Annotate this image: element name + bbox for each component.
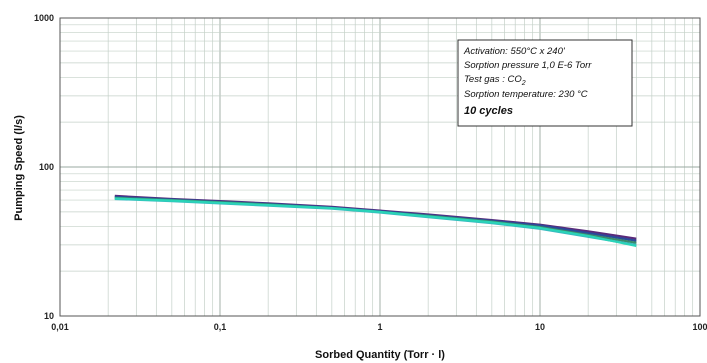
- x-tick-label: 0,1: [214, 322, 227, 332]
- y-tick-label: 100: [39, 162, 54, 172]
- y-axis-title: Pumping Speed (l/s): [13, 115, 25, 221]
- annotation-line: Sorption pressure 1,0 E-6 Torr: [464, 60, 592, 71]
- series-line: [114, 196, 637, 244]
- annotation-line: Sorption temperature: 230 °C: [464, 89, 588, 100]
- x-tick-label: 100: [692, 322, 707, 332]
- y-tick-label: 10: [44, 311, 54, 321]
- plot-area-frame: [59, 17, 701, 317]
- y-tick-label: 1000: [34, 13, 54, 23]
- series-line: [114, 195, 637, 242]
- series-line: [114, 197, 637, 248]
- annotation-box: Activation: 550°C x 240' Sorption pressu…: [457, 39, 633, 127]
- x-axis-title: Sorbed Quantity (Torr · l): [315, 349, 445, 361]
- annotation-gas-text: Test gas : CO: [464, 74, 522, 85]
- series-group: [114, 194, 637, 248]
- x-tick-label: 10: [535, 322, 545, 332]
- series-line: [114, 197, 637, 246]
- annotation-line: Activation: 550°C x 240': [463, 46, 566, 57]
- y-axis-ticks: 10 100 1000: [34, 13, 54, 321]
- annotation-gas-subscript: 2: [521, 80, 526, 87]
- x-tick-label: 0,01: [51, 322, 69, 332]
- annotation-line: Test gas : CO2: [464, 74, 526, 87]
- x-tick-label: 1: [377, 322, 382, 332]
- x-axis-ticks: 0,01 0,1 1 10 100: [51, 322, 707, 332]
- annotation-emphasis: 10 cycles: [464, 105, 513, 117]
- annotation-frame: [457, 39, 633, 127]
